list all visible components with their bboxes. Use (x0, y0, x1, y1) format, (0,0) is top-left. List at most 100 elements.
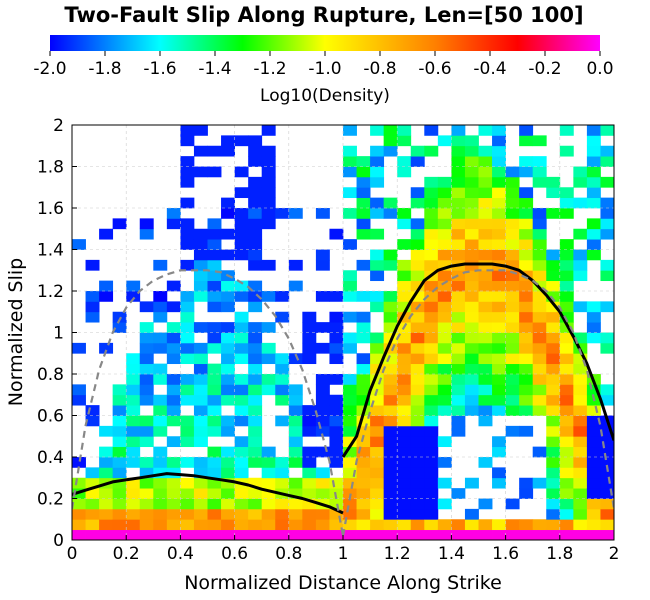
heatmap-cell (464, 197, 479, 209)
heatmap-cell (546, 488, 561, 499)
heatmap-cell (343, 145, 357, 157)
heatmap-cell (153, 425, 168, 437)
heatmap-cell (424, 488, 439, 499)
plot-area (72, 125, 614, 540)
heatmap-cell (519, 197, 534, 209)
heatmap-cell (234, 415, 249, 427)
heatmap-cell (329, 405, 344, 416)
heatmap-cell (370, 145, 385, 157)
heatmap-cell (261, 218, 276, 230)
heatmap-cell (315, 415, 330, 427)
heatmap-cell (519, 394, 534, 406)
heatmap-cell (126, 488, 141, 499)
heatmap-cell (370, 301, 385, 313)
heatmap-cell (248, 405, 263, 416)
heatmap-cell (410, 291, 425, 302)
heatmap-cell (221, 291, 235, 302)
heatmap-cell (248, 259, 263, 271)
heatmap-cell (532, 270, 547, 282)
heatmap-cell (221, 249, 235, 261)
heatmap-cell (302, 457, 317, 468)
heatmap-cell (275, 457, 290, 468)
heatmap-cell (370, 166, 385, 178)
heatmap-cell (505, 270, 520, 282)
heatmap-cell (356, 457, 371, 468)
heatmap-cell (139, 498, 154, 510)
y-tick-label: 0 (53, 531, 64, 551)
heatmap-cell (72, 519, 86, 531)
heatmap-cell (586, 384, 601, 396)
heatmap-cell (343, 125, 357, 136)
heatmap-cell (85, 508, 100, 520)
heatmap-cell (275, 467, 290, 479)
heatmap-cell (139, 425, 154, 437)
heatmap-cell (573, 332, 588, 344)
heatmap-cell (193, 415, 208, 427)
heatmap-cell (559, 457, 574, 468)
heatmap-cell (288, 519, 303, 531)
heatmap-cell (126, 280, 141, 292)
heatmap-cell (207, 415, 222, 427)
heatmap-cell (532, 446, 547, 458)
heatmap-cell (329, 508, 344, 520)
y-tick-label: 0.6 (37, 407, 64, 427)
colorbar-tick-label: -0.6 (418, 59, 451, 79)
heatmap-cell (343, 529, 357, 540)
heatmap-cell (234, 498, 249, 510)
heatmap-cell (559, 384, 574, 396)
heatmap-cell (546, 405, 561, 416)
heatmap-cell (437, 197, 452, 209)
heatmap-cell (193, 239, 208, 250)
heatmap-cell (356, 446, 371, 458)
heatmap-cell (356, 425, 371, 437)
heatmap-cell (559, 508, 574, 520)
heatmap-cell (261, 498, 276, 510)
heatmap-cell (397, 342, 412, 354)
heatmap-cell (397, 125, 412, 136)
heatmap-cell (451, 176, 466, 188)
heatmap-cell (437, 405, 452, 416)
heatmap-cell (112, 311, 127, 323)
heatmap-cell (546, 477, 561, 489)
heatmap-cell (302, 498, 317, 510)
heatmap-cell (275, 508, 290, 520)
heatmap-cell (288, 259, 303, 271)
heatmap-cell (234, 457, 249, 468)
heatmap-cell (505, 311, 520, 323)
heatmap-cell (505, 166, 520, 178)
heatmap-cell (166, 498, 181, 510)
heatmap-cell (85, 498, 100, 510)
heatmap-cell (383, 384, 398, 396)
heatmap-cell (519, 425, 534, 437)
chart-title: Two-Fault Slip Along Rupture, Len=[50 10… (64, 3, 583, 27)
heatmap-cell (451, 405, 466, 416)
heatmap-cell (234, 436, 249, 448)
heatmap-cell (478, 166, 493, 178)
heatmap-cell (519, 218, 534, 230)
heatmap-cell (207, 228, 222, 240)
heatmap-cell (478, 311, 493, 323)
heatmap-cell (397, 259, 412, 271)
heatmap-cell (600, 498, 614, 510)
heatmap-cell (112, 467, 127, 479)
heatmap-cell (288, 384, 303, 396)
heatmap-cell (180, 488, 195, 499)
heatmap-cell (153, 477, 168, 489)
heatmap-cell (492, 218, 506, 230)
heatmap-cell (261, 467, 276, 479)
heatmap-cell (166, 384, 181, 396)
heatmap-cell (302, 322, 317, 333)
heatmap-cell (221, 228, 235, 240)
heatmap-cell (546, 322, 561, 333)
heatmap-cell (397, 415, 412, 427)
heatmap-cell (248, 477, 263, 489)
heatmap-cell (573, 488, 588, 499)
heatmap-cell (329, 488, 344, 499)
heatmap-cell (559, 436, 574, 448)
heatmap-cell (193, 529, 208, 540)
heatmap-cell (383, 208, 398, 219)
heatmap-cell (573, 394, 588, 406)
heatmap-cell (234, 508, 249, 520)
heatmap-cell (370, 457, 385, 468)
heatmap-cell (586, 467, 601, 479)
